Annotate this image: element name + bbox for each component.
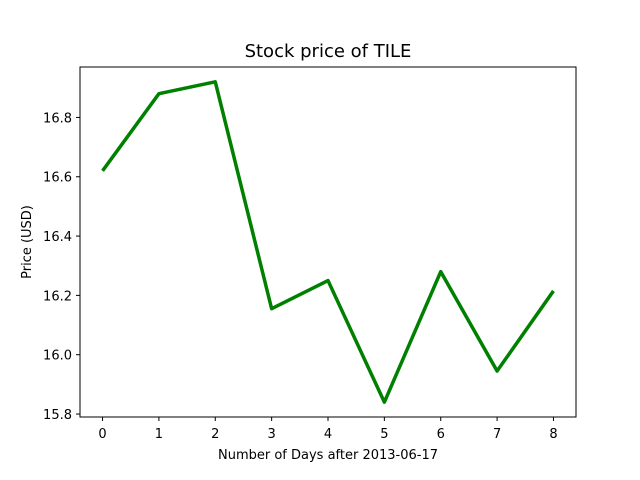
x-axis-ticks: 0 1 2 3 4 5 6 7 8 [98, 417, 558, 442]
x-tick-label: 3 [267, 427, 275, 442]
y-tick-label: 15.8 [43, 408, 72, 423]
x-tick-label: 7 [493, 427, 501, 442]
y-axis-label: Price (USD) [20, 205, 35, 279]
plot-series [101, 80, 555, 404]
x-tick-label: 8 [549, 427, 557, 442]
y-axis-ticks: 15.8 16.0 16.2 16.4 16.6 16.8 [43, 111, 80, 423]
y-tick-label: 16.0 [43, 349, 72, 364]
x-tick-label: 6 [437, 427, 445, 442]
x-axis-label: Number of Days after 2013-06-17 [218, 448, 438, 463]
x-tick-label: 2 [211, 427, 219, 442]
x-tick-label: 0 [98, 427, 106, 442]
chart-title: Stock price of TILE [245, 41, 412, 62]
y-tick-label: 16.6 [43, 171, 72, 186]
x-tick-label: 1 [155, 427, 163, 442]
y-tick-label: 16.8 [43, 111, 72, 126]
y-tick-label: 16.4 [43, 230, 72, 245]
y-tick-label: 16.2 [43, 289, 72, 304]
x-tick-label: 5 [380, 427, 388, 442]
plot-area-frame [79, 66, 577, 418]
x-tick-label: 4 [324, 427, 332, 442]
